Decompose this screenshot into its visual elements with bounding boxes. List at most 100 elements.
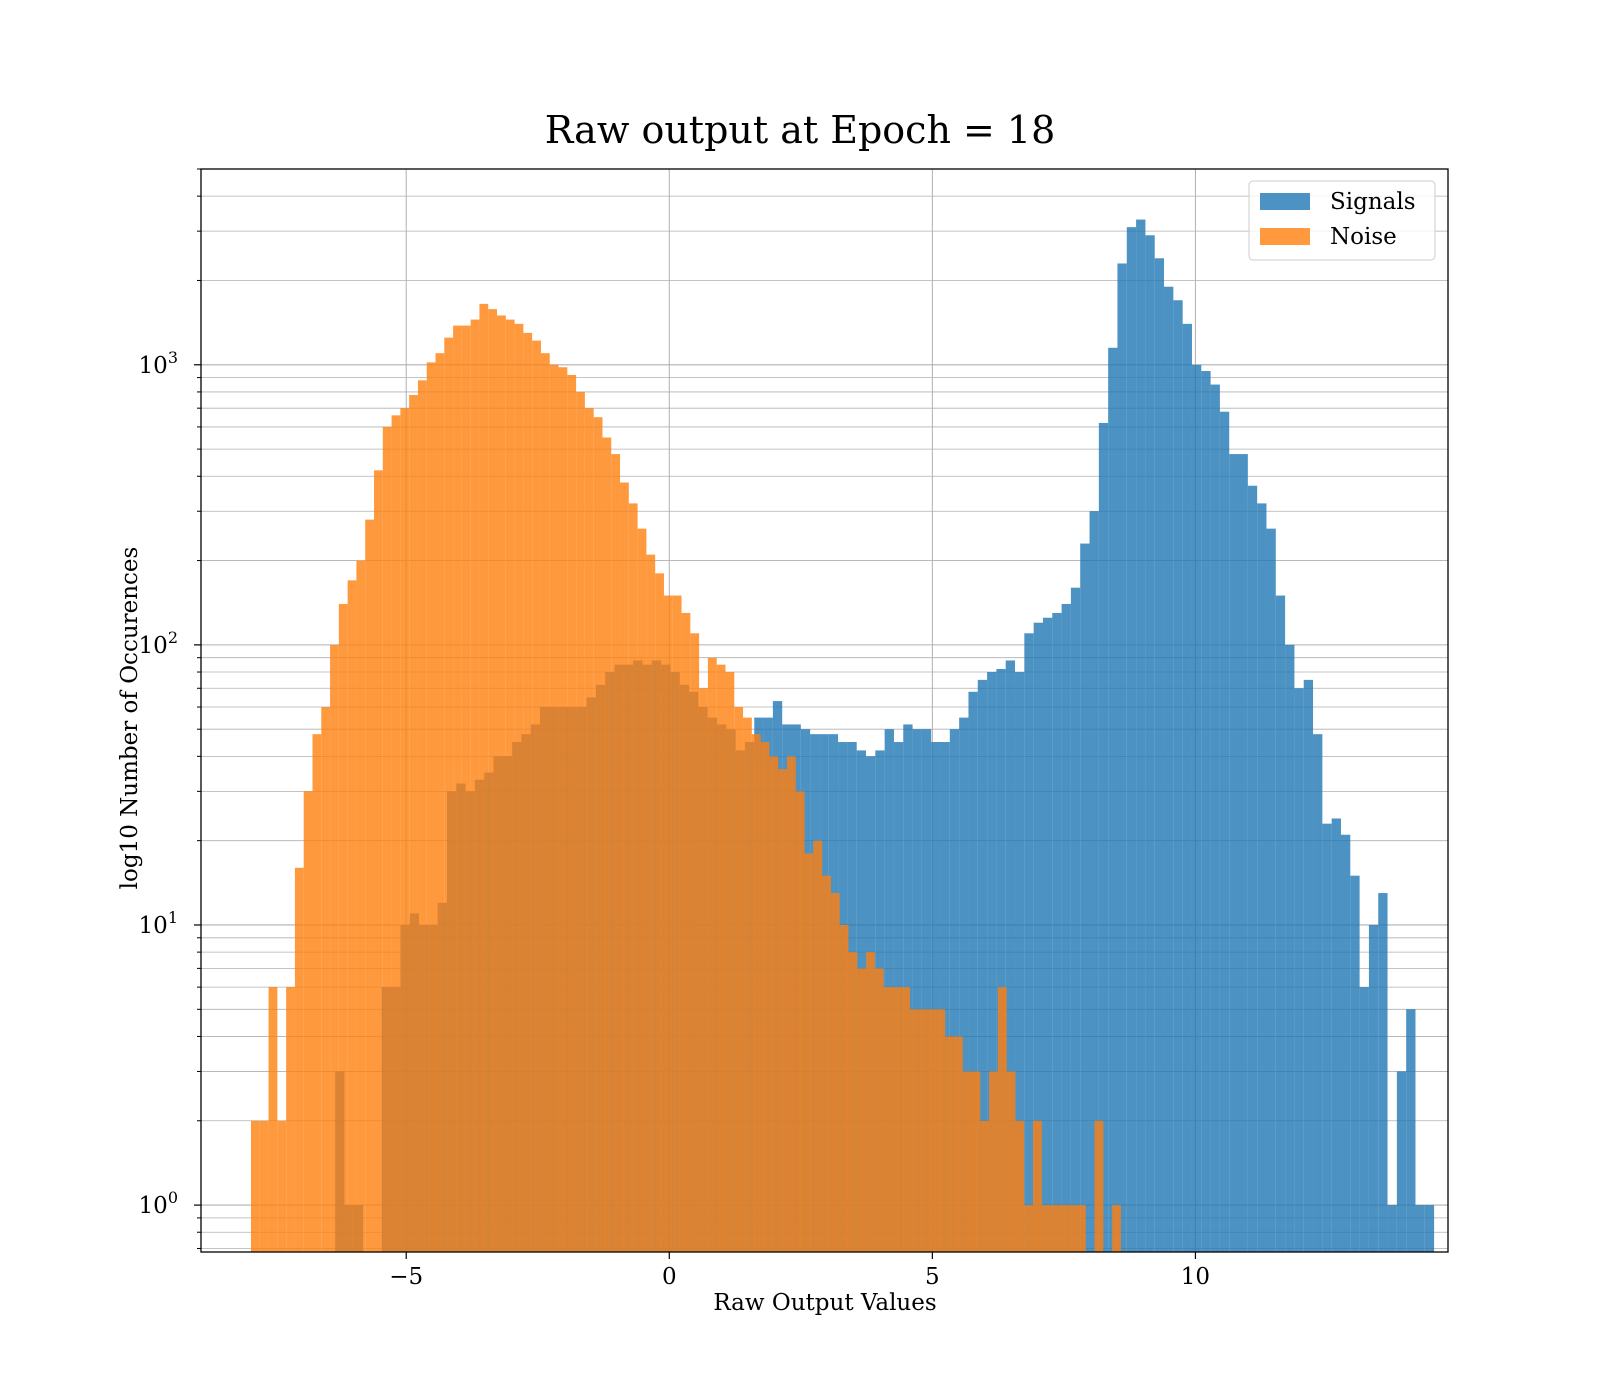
histogram-bar-noise: [593, 417, 603, 1253]
histogram-bar-signals: [1313, 734, 1323, 1252]
histogram-bar-noise: [426, 362, 436, 1252]
legend-swatch-noise: [1260, 228, 1310, 245]
histogram-bar-signals: [1368, 924, 1379, 1252]
histogram-bar-noise: [268, 987, 278, 1252]
histogram-bar-noise: [444, 337, 454, 1252]
histogram-bar-signals: [1052, 612, 1062, 1252]
histogram-bar-noise: [655, 573, 664, 1252]
histogram-bar-signals: [1164, 286, 1174, 1252]
histogram-bar-noise: [338, 603, 348, 1252]
histogram-bar-noise: [602, 437, 612, 1252]
histogram-bar-signals: [959, 717, 969, 1252]
histogram-bar-noise: [663, 595, 673, 1252]
histogram-bar-signals: [1042, 617, 1053, 1252]
histogram-bar-noise: [874, 968, 884, 1252]
histogram-bar-signals: [1229, 454, 1239, 1252]
x-tick-label: 10: [1181, 1264, 1210, 1290]
histogram-bar-noise: [707, 657, 717, 1252]
y-axis-label: log10 Number of Occurences: [117, 547, 143, 890]
histogram-bar-noise: [980, 1120, 990, 1252]
histogram-bar-signals: [1015, 672, 1025, 1252]
histogram-bar-noise: [330, 644, 339, 1252]
bars-layer: [250, 219, 1435, 1253]
histogram-bar-noise: [453, 325, 462, 1252]
histogram-bar-signals: [1406, 1009, 1416, 1252]
histogram-bar-signals: [1117, 263, 1127, 1252]
histogram-bar-noise: [567, 374, 577, 1253]
histogram-bar-noise: [936, 1009, 946, 1252]
histogram-bar-noise: [646, 554, 656, 1252]
histogram-bar-signals: [1024, 633, 1034, 1252]
histogram-bar-noise: [839, 924, 849, 1252]
histogram-bar-noise: [576, 391, 585, 1252]
histogram-bar-noise: [962, 1071, 972, 1252]
histogram-bar-noise: [479, 303, 489, 1253]
histogram-bar-noise: [690, 633, 700, 1252]
x-axis-label: Raw Output Values: [713, 1290, 936, 1316]
histogram-bar-signals: [1061, 603, 1071, 1252]
histogram-bar-noise: [523, 332, 533, 1253]
histogram-bar-noise: [549, 364, 559, 1253]
histogram-bar-noise: [540, 353, 550, 1253]
histogram-bar-noise: [1094, 1120, 1104, 1252]
histogram-bar-noise: [883, 987, 893, 1252]
histogram-bar-signals: [1210, 384, 1220, 1252]
x-tick-label: 0: [662, 1264, 677, 1290]
histogram-bar-noise: [997, 987, 1007, 1252]
histogram-bar-noise: [769, 756, 779, 1252]
histogram-bar-signals: [1070, 587, 1081, 1252]
histogram-bar-signals: [1145, 235, 1155, 1252]
histogram-bar-noise: [365, 519, 375, 1252]
x-tick-label: −5: [389, 1264, 423, 1290]
histogram-bar-noise: [400, 408, 410, 1252]
histogram-bar-noise: [1068, 1205, 1077, 1252]
histogram-bar-noise: [1050, 1205, 1060, 1252]
histogram-bar-noise: [470, 319, 480, 1253]
histogram-bar-noise: [259, 1120, 269, 1252]
histogram-bar-noise: [558, 367, 568, 1252]
histogram-bar-signals: [1322, 823, 1332, 1252]
histogram-bar-signals: [1331, 818, 1341, 1252]
histogram-bar-noise: [945, 1036, 954, 1252]
histogram-bar-signals: [1350, 875, 1360, 1252]
histogram-bar-noise: [382, 426, 392, 1252]
histogram-bar-noise: [1059, 1205, 1069, 1252]
histogram-bar-noise: [435, 353, 445, 1253]
histogram-bar-noise: [1024, 1205, 1034, 1252]
histogram-bar-noise: [910, 1009, 919, 1252]
histogram-bar-noise: [374, 470, 383, 1252]
histogram-bar-signals: [1126, 227, 1137, 1252]
histogram-bar-signals: [1201, 371, 1211, 1252]
histogram-bar-signals: [1173, 300, 1183, 1252]
histogram-bar-signals: [1182, 323, 1192, 1252]
histogram-bar-signals: [1396, 1071, 1407, 1252]
histogram-bar-noise: [725, 672, 735, 1252]
series-noise: [250, 303, 1121, 1253]
legend: Signals Noise: [1248, 180, 1436, 261]
histogram-bar-noise: [857, 968, 867, 1252]
histogram-bar-noise: [1033, 1120, 1042, 1252]
histogram-bar-noise: [681, 612, 691, 1252]
histogram-bar-noise: [927, 1009, 937, 1252]
histogram-bar-noise: [409, 395, 418, 1252]
histogram-bar-noise: [505, 319, 515, 1253]
histogram-bar-noise: [734, 707, 744, 1252]
histogram-bar-signals: [1424, 1205, 1435, 1252]
histogram-bar-noise: [848, 952, 858, 1252]
histogram-bar-noise: [532, 340, 541, 1252]
histogram-bar-noise: [918, 1009, 928, 1252]
histogram-bar-signals: [987, 672, 997, 1252]
histogram-bar-signals: [1275, 595, 1286, 1252]
histogram-bar-signals: [1415, 1205, 1425, 1252]
histogram-bar-noise: [1041, 1205, 1051, 1252]
histogram-bar-noise: [901, 987, 911, 1252]
histogram-bar-signals: [1080, 543, 1090, 1252]
y-tick-label: 102: [139, 628, 178, 659]
histogram-bar-noise: [672, 595, 682, 1252]
histogram-bar-signals: [1136, 219, 1146, 1253]
histogram-bar-noise: [813, 840, 823, 1252]
histogram-bar-signals: [1359, 987, 1369, 1252]
histogram-bar-noise: [743, 717, 752, 1252]
histogram-bar-noise: [1112, 1205, 1121, 1252]
